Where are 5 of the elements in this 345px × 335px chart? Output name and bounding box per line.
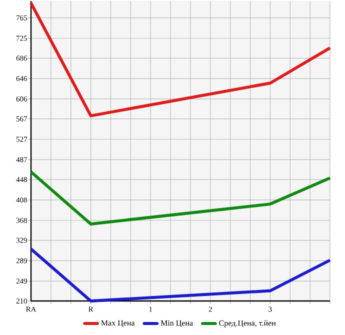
line-series <box>30 2 332 118</box>
legend-label: Сред.Цена, т.йен <box>219 320 276 328</box>
legend-label: Min Цена <box>160 320 193 328</box>
line-series <box>30 170 332 226</box>
legend-label: Max Цена <box>101 320 135 328</box>
